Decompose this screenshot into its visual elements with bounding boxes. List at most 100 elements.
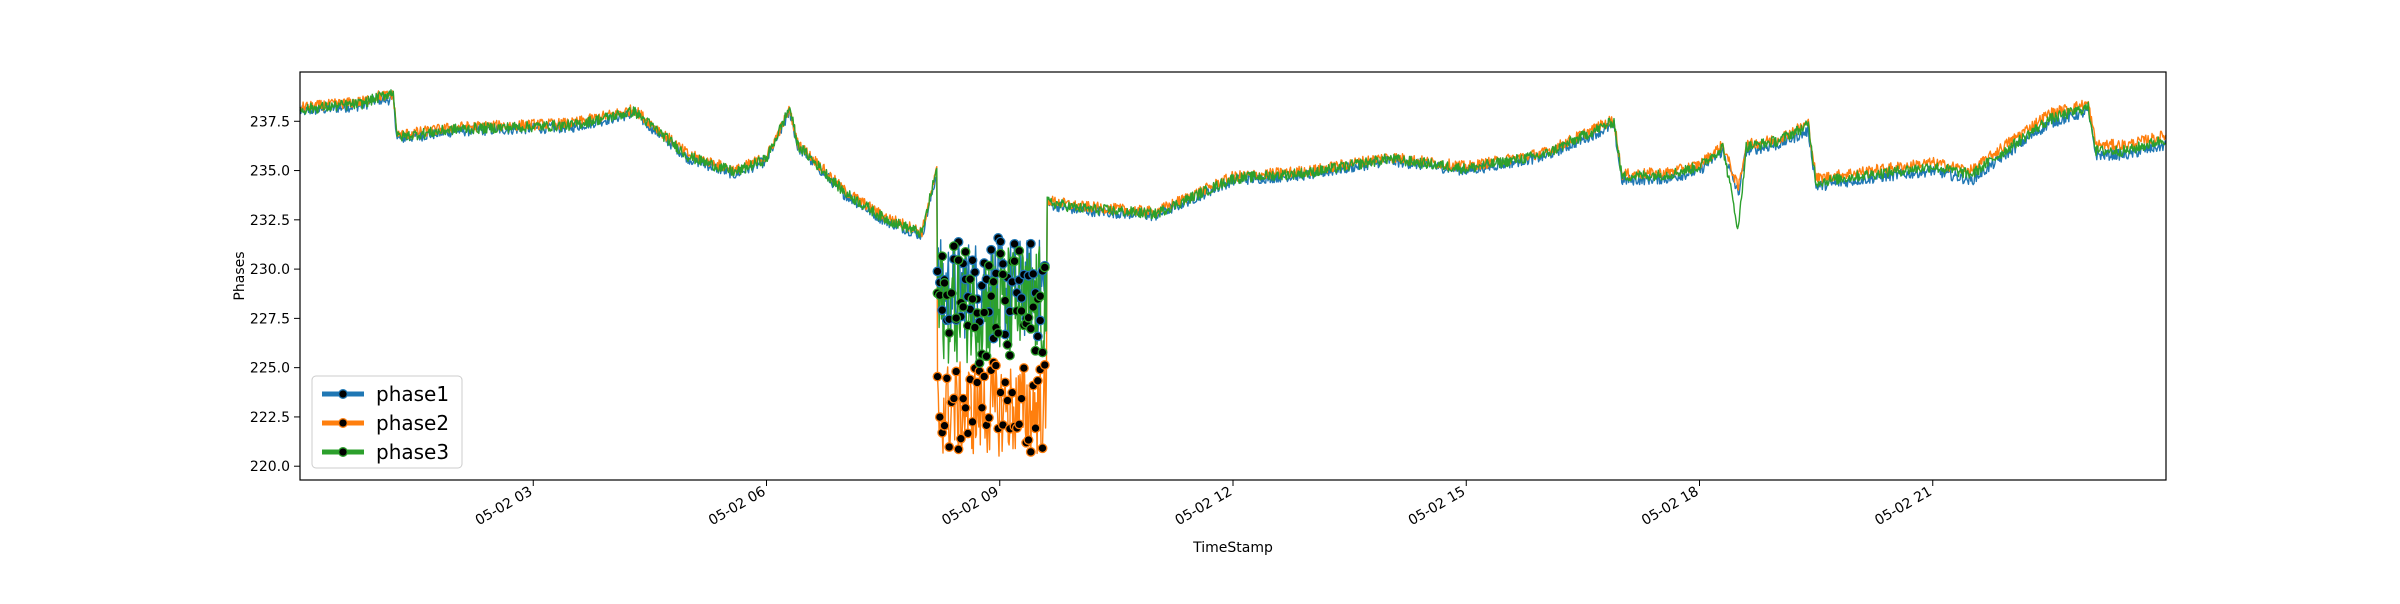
data-point-phase2 (948, 393, 959, 404)
x-tick-label: 05-02 15 (1406, 484, 1469, 529)
data-point-phase3 (997, 269, 1008, 280)
data-point-phase2 (944, 442, 955, 452)
data-point-phase3 (1014, 245, 1025, 256)
data-point-phase3 (1000, 295, 1011, 306)
data-point-phase3 (993, 328, 1004, 339)
data-point-phase3 (983, 260, 994, 271)
marker-layer (932, 233, 1050, 457)
data-point-phase2 (1014, 419, 1025, 430)
y-tick-label: 222.5 (250, 410, 290, 426)
data-point-phase3 (948, 241, 959, 252)
data-point-phase3 (944, 328, 955, 339)
data-point-phase3 (946, 288, 957, 299)
data-point-phase3 (981, 351, 992, 362)
data-point-phase2 (1002, 395, 1013, 406)
data-point-phase3 (1028, 302, 1039, 313)
data-point-phase2 (941, 373, 952, 384)
data-point-phase1 (1016, 293, 1027, 303)
legend-marker-phase2 (338, 418, 348, 428)
data-point-phase1 (986, 244, 997, 255)
data-point-phase3 (974, 358, 985, 369)
data-point-phase3 (1016, 306, 1027, 316)
series-line-phase3 (299, 89, 2166, 364)
x-tick-label: 05-02 03 (473, 484, 536, 529)
y-tick-label: 230.0 (250, 262, 290, 278)
data-point-phase2 (976, 402, 987, 413)
x-axis: 05-02 03 05-02 06 05-02 09 05-02 12 05-02 15… (473, 480, 1935, 529)
legend-entry-phase1: phase1 (376, 382, 449, 406)
y-tick-label: 235.0 (250, 164, 290, 180)
series-line-phase2 (299, 90, 2167, 457)
data-point-phase3 (960, 246, 971, 257)
y-tick-label: 237.5 (250, 114, 290, 130)
data-point-phase1 (995, 236, 1006, 247)
data-point-phase3 (1009, 256, 1020, 267)
legend-entry-phase3: phase3 (376, 440, 449, 464)
data-point-phase2 (1037, 443, 1048, 454)
data-point-phase2 (962, 428, 973, 439)
data-point-phase3 (967, 294, 978, 304)
data-point-phase3 (937, 251, 948, 262)
data-point-phase2 (958, 393, 969, 404)
data-point-phase2 (1018, 363, 1029, 374)
x-tick-label: 05-02 12 (1172, 484, 1235, 529)
data-point-phase1 (1009, 238, 1020, 249)
data-point-phase3 (1035, 291, 1046, 302)
data-point-phase3 (969, 322, 980, 333)
data-point-phase2 (953, 444, 964, 455)
data-point-phase2 (990, 360, 1001, 371)
data-point-phase3 (958, 301, 969, 312)
data-point-phase1 (1028, 268, 1039, 279)
data-point-phase2 (1039, 360, 1050, 370)
legend-entry-phase2: phase2 (376, 411, 449, 435)
data-point-phase2 (932, 371, 943, 382)
data-point-phase2 (1023, 435, 1034, 445)
data-point-phase2 (960, 402, 971, 413)
legend-marker-phase1 (338, 389, 348, 399)
data-point-phase1 (969, 267, 980, 278)
data-point-phase1 (1025, 238, 1036, 249)
data-point-phase1 (967, 255, 978, 266)
data-point-phase3 (939, 278, 950, 288)
x-tick-label: 05-02 06 (706, 484, 769, 529)
data-point-phase2 (967, 416, 978, 427)
y-axis: 220.0 222.5 225.0 227.5 230.0 232.5 235.0 237.5 (250, 114, 300, 475)
data-point-phase2 (955, 433, 966, 444)
x-axis-label: TimeStamp (1192, 540, 1273, 556)
series-layer (299, 89, 2167, 457)
y-tick-label: 227.5 (250, 311, 290, 327)
data-point-phase1 (932, 266, 943, 277)
data-point-phase2 (995, 387, 1006, 398)
y-axis-label: Phases (232, 251, 248, 300)
data-point-phase2 (983, 412, 994, 423)
data-point-phase3 (979, 307, 990, 318)
data-point-phase2 (1032, 375, 1043, 386)
data-point-phase1 (1032, 331, 1043, 342)
x-tick-label: 05-02 18 (1639, 484, 1702, 529)
data-point-phase3 (953, 255, 964, 266)
data-point-phase1 (1035, 315, 1046, 326)
data-point-phase3 (1004, 350, 1015, 361)
data-point-phase3 (951, 313, 962, 324)
y-tick-label: 232.5 (250, 213, 290, 229)
series-line-phase1 (299, 93, 2167, 340)
legend: phase1 phase2 phase3 (311, 375, 463, 469)
x-tick-label: 05-02 09 (939, 484, 1002, 529)
y-tick-label: 225.0 (250, 361, 290, 377)
data-point-phase2 (972, 377, 983, 388)
data-point-phase1 (937, 305, 948, 316)
data-point-phase2 (939, 420, 950, 431)
data-point-phase2 (979, 371, 990, 382)
data-point-phase3 (1023, 312, 1034, 323)
data-point-phase2 (934, 412, 945, 423)
data-point-phase1 (997, 258, 1008, 269)
y-tick-label: 220.0 (250, 459, 290, 475)
data-point-phase3 (965, 274, 976, 285)
data-point-phase3 (1002, 339, 1013, 350)
legend-box (311, 375, 463, 469)
data-point-phase2 (1030, 423, 1041, 434)
data-point-phase3 (1037, 347, 1048, 358)
data-point-phase3 (1039, 262, 1050, 273)
data-point-phase2 (1000, 377, 1011, 388)
